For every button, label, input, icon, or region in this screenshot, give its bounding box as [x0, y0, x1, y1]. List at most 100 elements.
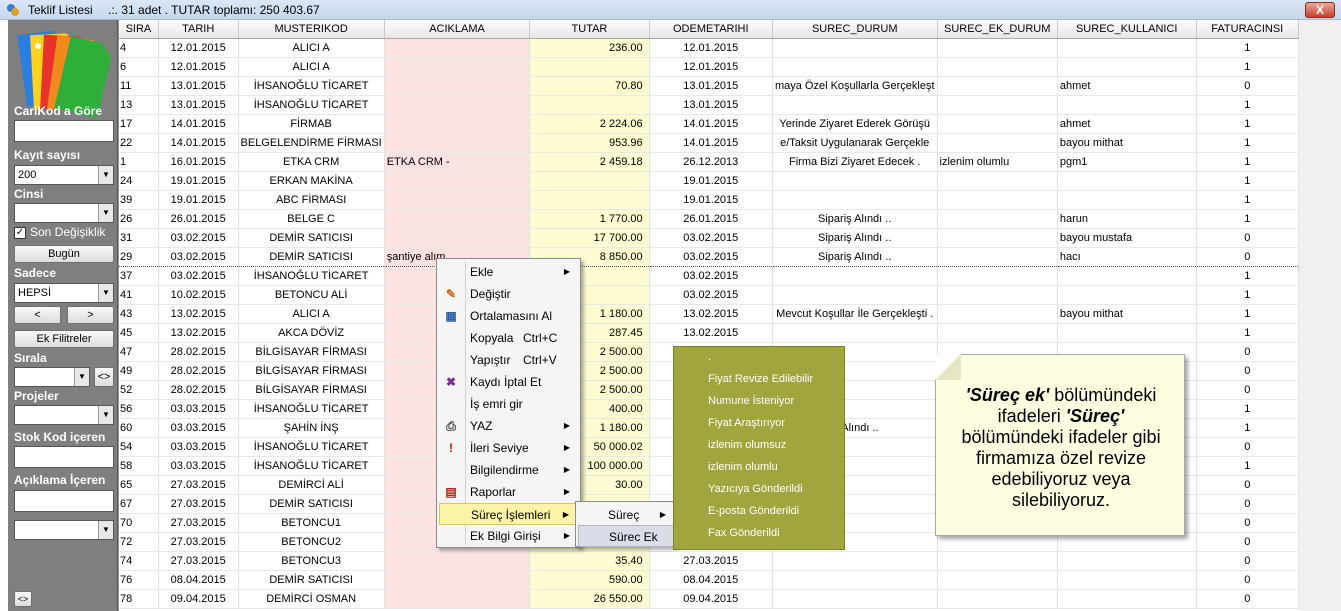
cell-musterikod[interactable]: İHSANOĞLU TİCARET	[238, 266, 385, 286]
sirala-select[interactable]: ▼	[14, 367, 90, 387]
cell-tarih[interactable]: 13.02.2015	[158, 323, 239, 343]
cell-faturacinsi[interactable]: 1	[1196, 456, 1299, 476]
projeler-select[interactable]: ▼	[14, 405, 114, 425]
collapse-toggle-button[interactable]: <>	[14, 591, 32, 607]
cell-sira[interactable]: 65	[119, 475, 159, 495]
cell-aciklama[interactable]	[384, 589, 531, 609]
table-row[interactable]: 76 08.04.2015 DEMİR SATICISI 590.00 08.04.20…	[119, 570, 1299, 590]
cell-tarih[interactable]: 13.01.2015	[158, 76, 239, 96]
cell-surec-durum[interactable]: Sipariş Alındı ..	[772, 228, 938, 248]
cell-tutar[interactable]: 35.40	[529, 551, 650, 571]
chevron-down-icon[interactable]: ▼	[98, 406, 113, 424]
table-row[interactable]: 1 16.01.2015 ETKA CRM ETKA CRM -2 459.18 26.…	[119, 152, 1299, 172]
cell-sira[interactable]: 6	[119, 57, 159, 77]
cell-surec-kullanici[interactable]	[1057, 323, 1197, 343]
cell-aciklama[interactable]	[384, 228, 531, 248]
cell-tarih[interactable]: 09.04.2015	[158, 589, 239, 609]
column-header[interactable]: TUTAR	[529, 20, 650, 39]
cell-musterikod[interactable]: BELGE C	[238, 209, 385, 229]
cell-musterikod[interactable]: BETONCU ALİ	[238, 285, 385, 305]
cell-surec-kullanici[interactable]: pgm1	[1057, 152, 1197, 172]
cell-tutar[interactable]: 590.00	[529, 570, 650, 590]
chevron-down-icon[interactable]: ▼	[98, 204, 113, 222]
ek-filtreler-button[interactable]: Ek Filitreler	[14, 330, 114, 348]
cell-sira[interactable]: 4	[119, 38, 159, 58]
table-row[interactable]: 45 13.02.2015 AKCA DÖVİZ 287.45 13.02.2015 1	[119, 323, 1299, 343]
cell-aciklama[interactable]	[384, 133, 531, 153]
cell-musterikod[interactable]: ALICI A	[238, 57, 385, 77]
cell-faturacinsi[interactable]: 1	[1196, 171, 1299, 191]
cell-faturacinsi[interactable]: 0	[1196, 551, 1299, 571]
cell-tarih[interactable]: 19.01.2015	[158, 171, 239, 191]
column-header[interactable]: MUSTERIKOD	[238, 20, 385, 39]
cell-odemetarihi[interactable]: 12.01.2015	[649, 57, 773, 77]
table-row[interactable]: 4 12.01.2015 ALICI A 236.00 12.01.2015 1	[119, 38, 1299, 58]
cell-surec-ek-durum[interactable]	[937, 323, 1058, 343]
cell-tarih[interactable]: 14.01.2015	[158, 114, 239, 134]
cell-musterikod[interactable]: BELGELENDİRME FİRMASI	[238, 133, 385, 153]
cell-surec-ek-durum[interactable]	[937, 76, 1058, 96]
stok-kod-input[interactable]	[14, 446, 114, 468]
cell-faturacinsi[interactable]: 1	[1196, 304, 1299, 324]
cell-musterikod[interactable]: DEMİR SATICISI	[238, 228, 385, 248]
cell-surec-kullanici[interactable]	[1057, 285, 1197, 305]
cell-odemetarihi[interactable]: 08.04.2015	[649, 570, 773, 590]
cell-surec-kullanici[interactable]: harun	[1057, 209, 1197, 229]
cell-surec-kullanici[interactable]: bayou mithat	[1057, 133, 1197, 153]
cell-musterikod[interactable]: İHSANOĞLU TİCARET	[238, 399, 385, 419]
cell-tutar[interactable]	[529, 171, 650, 191]
cell-faturacinsi[interactable]: 1	[1196, 38, 1299, 58]
cell-tutar[interactable]: 26 550.00	[529, 589, 650, 609]
sadece-select[interactable]: HEPSİ ▼	[14, 283, 114, 303]
cell-odemetarihi[interactable]: 14.01.2015	[649, 133, 773, 153]
cell-odemetarihi[interactable]: 13.01.2015	[649, 95, 773, 115]
cell-tutar[interactable]: 953.96	[529, 133, 650, 153]
cell-aciklama[interactable]	[384, 38, 531, 58]
cell-odemetarihi[interactable]: 03.02.2015	[649, 266, 773, 286]
cell-surec-durum[interactable]: Mevcut Koşullar İle Gerçekleşti .	[772, 304, 938, 324]
cell-faturacinsi[interactable]: 1	[1196, 152, 1299, 172]
cell-tarih[interactable]: 28.02.2015	[158, 361, 239, 381]
cell-sira[interactable]: 58	[119, 456, 159, 476]
cell-faturacinsi[interactable]: 0	[1196, 380, 1299, 400]
cell-surec-ek-durum[interactable]	[937, 114, 1058, 134]
surec-ek-item[interactable]: Fiyat Revize Edilebilir	[708, 373, 814, 385]
cell-tarih[interactable]: 27.03.2015	[158, 532, 239, 552]
cell-surec-kullanici[interactable]	[1057, 38, 1197, 58]
cell-surec-ek-durum[interactable]	[937, 551, 1058, 571]
cell-musterikod[interactable]: ABC FİRMASI	[238, 190, 385, 210]
cell-faturacinsi[interactable]: 1	[1196, 323, 1299, 343]
cell-tarih[interactable]: 03.03.2015	[158, 399, 239, 419]
cell-faturacinsi[interactable]: 0	[1196, 361, 1299, 381]
surec-ek-item[interactable]: E-posta Gönderildi	[708, 505, 800, 517]
chevron-down-icon[interactable]: ▼	[98, 166, 113, 184]
cell-sira[interactable]: 78	[119, 589, 159, 609]
table-row[interactable]: 22 14.01.2015 BELGELENDİRME FİRMASI 953.96 1…	[119, 133, 1299, 153]
chevron-down-icon[interactable]: ▼	[74, 368, 89, 386]
menu-item[interactable]: ✖ Kaydı İptal Et	[439, 371, 578, 393]
table-row[interactable]: 39 19.01.2015 ABC FİRMASI 19.01.2015 1	[119, 190, 1299, 210]
cell-tarih[interactable]: 27.03.2015	[158, 475, 239, 495]
cell-faturacinsi[interactable]: 0	[1196, 342, 1299, 362]
cell-musterikod[interactable]: BETONCU3	[238, 551, 385, 571]
cell-tarih[interactable]: 03.03.2015	[158, 437, 239, 457]
cell-sira[interactable]: 39	[119, 190, 159, 210]
cell-tarih[interactable]: 12.01.2015	[158, 57, 239, 77]
cell-tarih[interactable]: 03.02.2015	[158, 266, 239, 286]
table-row[interactable]: 41 10.02.2015 BETONCU ALİ 03.02.2015 1	[119, 285, 1299, 305]
cell-faturacinsi[interactable]: 1	[1196, 133, 1299, 153]
cell-tarih[interactable]: 03.03.2015	[158, 418, 239, 438]
cell-tutar[interactable]	[529, 95, 650, 115]
cell-aciklama[interactable]	[384, 551, 531, 571]
cell-sira[interactable]: 1	[119, 152, 159, 172]
cell-sira[interactable]: 47	[119, 342, 159, 362]
menu-item[interactable]: Ek Bilgi Girişi ▶	[439, 525, 578, 547]
cell-faturacinsi[interactable]: 0	[1196, 437, 1299, 457]
menu-item[interactable]: İş emri gir	[439, 393, 578, 415]
surec-ek-item[interactable]: izlenim olumlu	[708, 461, 778, 473]
cell-musterikod[interactable]: DEMİR SATICISI	[238, 494, 385, 514]
cell-sira[interactable]: 45	[119, 323, 159, 343]
cell-musterikod[interactable]: BETONCU2	[238, 532, 385, 552]
chevron-down-icon[interactable]: ▼	[98, 284, 113, 302]
